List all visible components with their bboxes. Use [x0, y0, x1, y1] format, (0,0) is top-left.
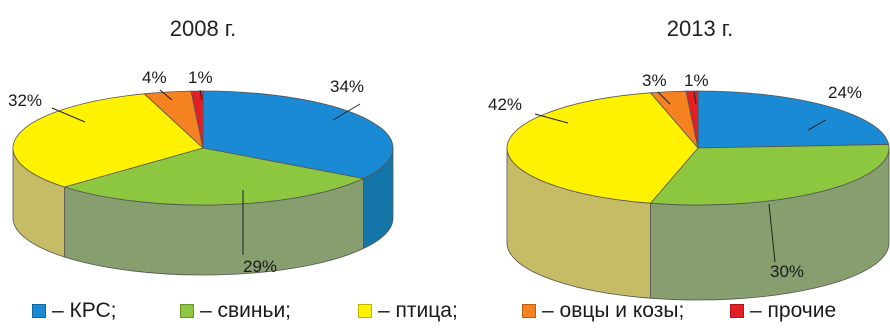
data-label-krs: 34% — [330, 77, 364, 96]
leader-line-krs — [332, 103, 361, 121]
data-label-other: 1% — [684, 71, 709, 90]
pie-slice-pigs — [63, 147, 365, 206]
legend-label-pigs: – свиньи; — [200, 299, 292, 322]
data-label-pigs: 30% — [770, 262, 804, 281]
data-label-poultry: 42% — [488, 95, 522, 114]
legend-label-krs: – КРС; — [52, 299, 117, 322]
data-label-pigs: 29% — [243, 257, 277, 276]
pie-slice-poultry — [506, 92, 699, 204]
legend-swatch-sheep-goats — [522, 304, 536, 318]
legend-item-krs: – КРС; — [32, 296, 117, 326]
legend-label-sheep-goats: – овцы и козы; — [542, 299, 685, 322]
pie-2013: 24% 30% 42% 3% 1% — [488, 71, 890, 301]
legend-label-poultry: – птица; — [378, 299, 458, 322]
legend-item-pigs: – свиньи; — [180, 296, 291, 326]
legend-label-other: – прочие — [750, 299, 837, 322]
chart-title-2013: 2013 г. — [667, 16, 734, 41]
leader-line-other — [693, 91, 697, 105]
legend-item-other: – прочие — [730, 296, 836, 326]
data-label-sheep-goats: 3% — [642, 71, 667, 90]
data-label-other: 1% — [188, 68, 213, 87]
leader-line-krs — [807, 119, 827, 131]
legend-swatch-krs — [32, 304, 46, 318]
legend-item-poultry: – птица; — [358, 296, 458, 326]
pie-slice-other — [190, 90, 204, 149]
leader-line-poultry — [51, 107, 86, 123]
data-label-sheep-goats: 4% — [142, 68, 167, 87]
legend-swatch-other — [730, 304, 744, 318]
pie-slice-other — [685, 90, 699, 149]
legend: – КРС; – свиньи; – птица; – овцы и козы;… — [0, 296, 890, 330]
leader-line-pigs — [768, 203, 776, 263]
legend-swatch-pigs — [180, 304, 194, 318]
legend-item-sheep-goats: – овцы и козы; — [522, 296, 684, 326]
data-label-krs: 24% — [828, 83, 862, 102]
chart-title-2008: 2008 г. — [170, 16, 237, 41]
data-label-poultry: 32% — [8, 91, 42, 110]
leader-line-sheep-goats — [657, 91, 671, 105]
leader-line-sheep-goats — [159, 89, 173, 101]
pie-slice-poultry — [12, 93, 204, 188]
legend-swatch-poultry — [358, 304, 372, 318]
pie-slice-krs — [697, 90, 890, 149]
leader-line-poultry — [534, 113, 569, 124]
pie-2008: 34% 29% 32% 4% 1% — [8, 68, 394, 276]
pie-slice-pigs — [649, 144, 890, 206]
leader-line-other — [199, 89, 203, 101]
